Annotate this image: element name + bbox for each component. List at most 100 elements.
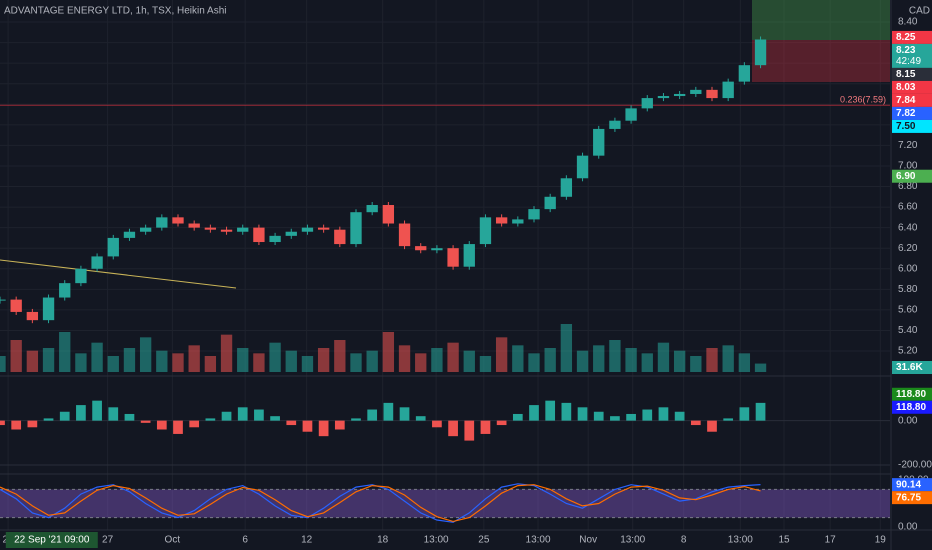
- volume-bar: [285, 350, 297, 372]
- macd-bar: [610, 416, 620, 421]
- volume-bar: [754, 363, 767, 372]
- candle: [220, 229, 233, 232]
- candle: [26, 311, 39, 321]
- volume-bar: [188, 345, 200, 372]
- price-label: 7.50: [896, 121, 916, 132]
- x-tick-label: Oct: [165, 535, 181, 546]
- candle: [641, 98, 653, 109]
- candle: [512, 219, 524, 224]
- macd-bar: [658, 407, 669, 421]
- price-label-box: [892, 491, 932, 505]
- y-tick-label: 6.20: [898, 243, 918, 254]
- candle: [528, 209, 540, 220]
- target-zone: [752, 0, 890, 40]
- candle: [91, 256, 103, 269]
- y-tick-label: 6.00: [898, 263, 918, 274]
- volume-bar: [0, 356, 6, 372]
- candle: [42, 297, 55, 321]
- price-label-box: [892, 400, 932, 414]
- macd-bar: [561, 402, 572, 421]
- candle: [463, 244, 475, 267]
- y-tick-label: 6.60: [898, 202, 918, 213]
- volume-bar: [382, 332, 395, 372]
- macd-bar: [189, 420, 200, 428]
- macd-bar: [690, 420, 701, 426]
- macd-bar: [254, 409, 264, 421]
- x-tick-label: Nov: [579, 535, 597, 546]
- price-label-box: [892, 106, 932, 120]
- volume-bar: [123, 348, 136, 372]
- stoch-band: [0, 489, 890, 518]
- x-tick-label: 8: [681, 535, 687, 546]
- y-tick-label: 6.40: [898, 222, 918, 233]
- candle: [237, 227, 249, 232]
- macd-bar: [642, 409, 653, 421]
- candle: [754, 39, 767, 66]
- candle: [301, 227, 314, 232]
- candle: [139, 227, 152, 232]
- x-tick-label: 6: [242, 535, 248, 546]
- macd-bar: [448, 420, 458, 437]
- price-label-box: [892, 119, 932, 133]
- volume-bar: [463, 350, 475, 372]
- volume-label-box: [892, 361, 932, 374]
- candle: [560, 178, 573, 197]
- macd-bar: [59, 411, 70, 421]
- candle: [269, 235, 281, 243]
- macd-bar: [270, 416, 280, 421]
- macd-bar: [464, 420, 475, 441]
- price-label: 118.80: [896, 402, 926, 413]
- macd-bar: [351, 418, 361, 421]
- candle: [415, 246, 427, 251]
- trendline: [0, 259, 237, 289]
- volume-bar: [560, 324, 573, 372]
- macd-bar: [302, 420, 313, 432]
- macd-bar: [432, 420, 442, 428]
- grid: [0, 0, 890, 530]
- candle: [285, 231, 297, 236]
- price-label: 6.90: [896, 171, 916, 182]
- y-tick-label: 5.60: [898, 305, 918, 316]
- candle: [123, 231, 136, 238]
- stoch-line: [0, 484, 761, 523]
- x-tick-label: 19: [875, 535, 887, 546]
- x-tick-label: 13:00: [526, 535, 551, 546]
- x-tick-label: 13:00: [424, 535, 449, 546]
- macd-bar: [140, 420, 151, 423]
- candle: [479, 217, 492, 245]
- volume-bar: [253, 353, 265, 372]
- x-tick-label: 12: [301, 535, 313, 546]
- cursor-box: [5, 532, 98, 548]
- candle: [350, 212, 362, 245]
- candle: [59, 283, 71, 298]
- cursor-label: 22 Sep '21 09:00: [14, 535, 90, 546]
- candle: [10, 299, 22, 312]
- volume-bar: [495, 337, 508, 372]
- macd-bar: [108, 407, 119, 421]
- volume-bar: [609, 340, 621, 372]
- y-tick-label: 0.00: [898, 415, 918, 426]
- volume-bar: [625, 348, 637, 372]
- candle: [107, 237, 119, 257]
- currency: CAD: [909, 6, 930, 17]
- x-tick-label: 25: [478, 535, 490, 546]
- y-tick-label: 5.20: [898, 346, 918, 357]
- x-tick-label: 18: [377, 535, 389, 546]
- volume-bar: [204, 356, 217, 372]
- x-tick-label: 15: [778, 535, 790, 546]
- macd-bar: [415, 416, 426, 421]
- volume-bar: [722, 345, 734, 372]
- macd-bar: [237, 407, 248, 421]
- macd-bar: [496, 420, 507, 426]
- volume-bar: [334, 340, 346, 372]
- candle: [625, 108, 637, 121]
- price-label: 8.25: [896, 32, 916, 43]
- macd-bar: [577, 407, 588, 421]
- volume-bar: [593, 345, 605, 372]
- y-tick-label: 5.80: [898, 284, 918, 295]
- countdown: 42:49: [896, 56, 921, 67]
- volume-bar: [42, 348, 55, 372]
- macd-bar: [739, 407, 750, 421]
- price-label-box: [892, 67, 932, 81]
